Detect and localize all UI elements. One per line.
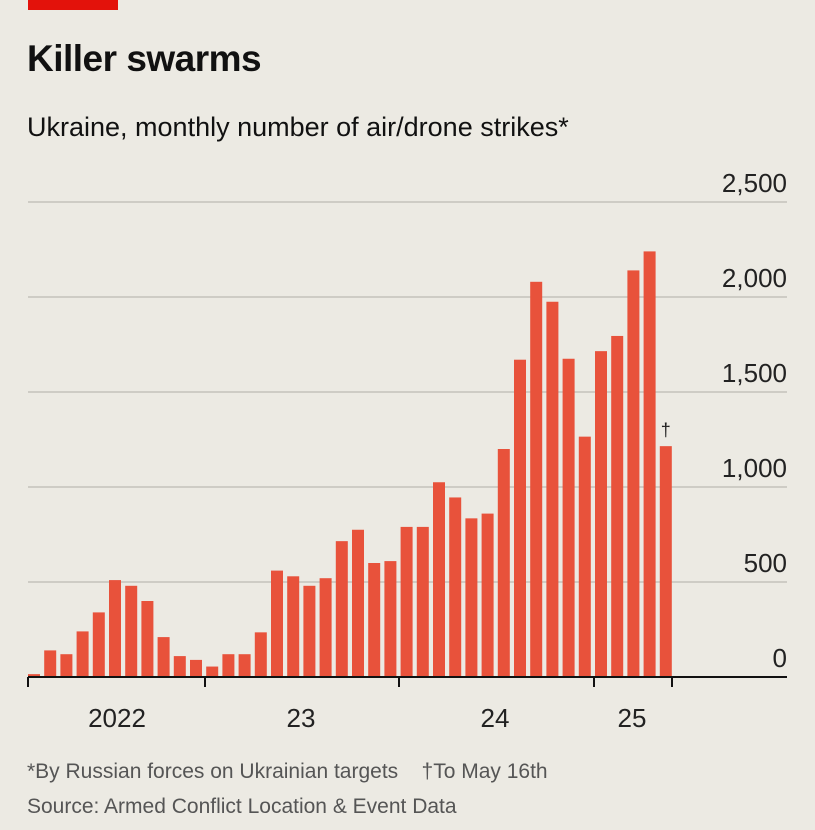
bar-2024-03 <box>433 482 445 677</box>
y-tick-label: 2,500 <box>722 168 787 198</box>
bar-chart: 0 500 1,000 1,500 2,000 2,500 † 2022 23 24 25 <box>27 168 787 733</box>
bar-2024-08 <box>514 359 526 677</box>
y-tick-label: 1,000 <box>722 453 787 483</box>
x-tick-label: 24 <box>481 703 510 733</box>
bar-2022-12 <box>190 659 202 677</box>
bar-2022-04 <box>60 654 73 677</box>
bar-2024-09 <box>530 281 543 677</box>
bar-2025-05 <box>659 446 672 677</box>
brand-tag <box>28 0 118 10</box>
bar-2024-12 <box>578 436 591 677</box>
dagger-annotation: † <box>661 420 671 440</box>
bar-2022-11 <box>173 656 186 677</box>
bar-2024-06 <box>481 513 494 677</box>
bar-2023-06 <box>287 576 300 677</box>
bar-2023-11 <box>368 563 381 677</box>
x-tick-label: 25 <box>618 703 647 733</box>
footnote: *By Russian forces on Ukrainian targets … <box>27 760 548 784</box>
bar-2023-02 <box>222 654 235 677</box>
source: Source: Armed Conflict Location & Event … <box>27 795 457 818</box>
bar-2023-05 <box>271 570 283 677</box>
chart-subtitle: Ukraine, monthly number of air/drone str… <box>27 112 569 142</box>
bar-2024-04 <box>449 497 462 677</box>
y-tick-label: 1,500 <box>722 358 787 388</box>
bar-2023-12 <box>384 561 397 677</box>
footnote-asterisk: *By Russian forces on Ukrainian targets <box>27 760 399 783</box>
y-tick-label: 0 <box>773 643 787 673</box>
bar-2022-07 <box>109 580 121 677</box>
bar-2022-02 <box>28 674 40 677</box>
bar-2024-01 <box>400 526 413 677</box>
y-tick-label: 2,000 <box>722 263 787 293</box>
bar-2024-07 <box>497 449 510 677</box>
bar-2022-10 <box>157 637 170 677</box>
bar-2022-06 <box>92 612 105 677</box>
bar-2022-05 <box>76 631 89 677</box>
y-tick-label: 500 <box>744 548 787 578</box>
bar-2024-10 <box>546 301 559 677</box>
bar-2023-07 <box>303 585 316 677</box>
bar-2022-09 <box>141 601 154 677</box>
bar-2024-02 <box>416 526 429 677</box>
x-tick-label: 2022 <box>88 703 146 733</box>
bar-2024-11 <box>562 358 575 677</box>
footnote-dagger: †To May 16th <box>421 760 548 783</box>
bar-2025-02 <box>611 335 624 677</box>
bar-2023-01 <box>206 666 219 677</box>
chart-title: Killer swarms <box>27 38 262 79</box>
x-tick-label: 23 <box>287 703 316 733</box>
bar-2023-03 <box>238 654 251 677</box>
bar-2023-10 <box>352 529 364 677</box>
bar-2022-03 <box>44 650 57 677</box>
bar-2023-04 <box>254 632 267 677</box>
bar-2025-04 <box>643 251 656 677</box>
bar-2023-09 <box>335 541 348 677</box>
bar-2023-08 <box>319 578 332 677</box>
bar-2025-03 <box>627 270 640 677</box>
bar-2024-05 <box>465 518 478 677</box>
bar-2025-01 <box>595 351 607 677</box>
bar-2022-08 <box>125 585 138 677</box>
